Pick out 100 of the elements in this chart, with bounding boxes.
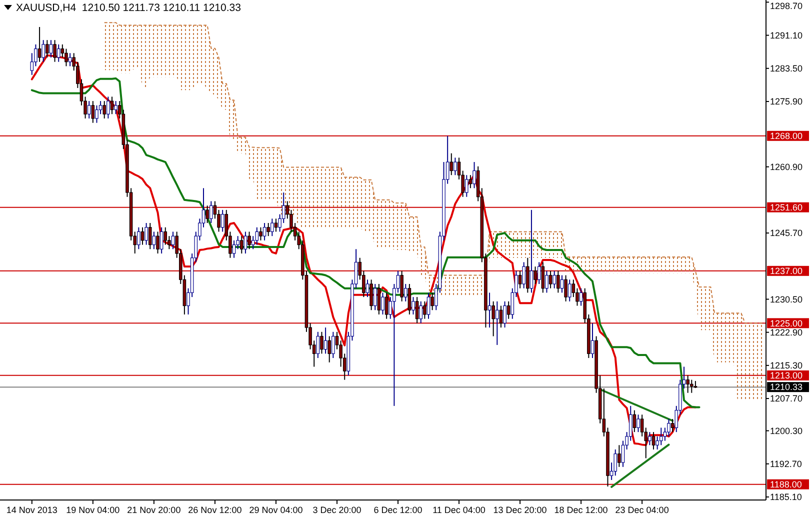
candlestick [518,270,522,289]
candlestick [152,231,156,250]
candlestick [64,48,68,67]
candlestick [618,444,621,468]
y-tick-label: 1245.70 [770,228,803,238]
candlestick [690,379,694,394]
candlestick [465,174,468,198]
ref-line-label: 1188.00 [770,479,802,490]
candlestick [472,162,476,189]
candlestick [206,205,209,224]
candlestick [686,374,690,394]
candlestick [259,226,262,241]
candlestick [541,262,545,294]
y-tick-label: 1260.90 [770,162,803,172]
x-tick-label: 29 Nov 04:00 [249,505,303,515]
candlestick [106,96,110,119]
candlestick [164,226,168,246]
x-tick-label: 21 Nov 20:00 [127,505,181,515]
candlestick [632,410,636,433]
y-tick-label: 1230.50 [770,294,803,304]
candlestick [506,300,510,320]
candlestick [171,231,175,250]
candlestick [370,279,373,311]
ref-line-label: 1268.00 [770,131,803,142]
candlestick [548,270,552,289]
candlestick [144,222,148,246]
candlestick [324,327,328,354]
y-tick-label: 1215.30 [770,360,803,371]
x-tick-label: 26 Nov 12:00 [188,505,242,515]
y-tick-label: 1192.70 [770,459,802,469]
y-tick-label: 1222.90 [770,327,803,338]
candlestick [210,200,213,224]
candlestick [621,440,625,468]
ref-line-label: 1225.00 [770,318,803,328]
candlestick [366,279,370,298]
candlestick [415,296,419,324]
candlestick [663,427,667,442]
candlestick [38,26,42,62]
candlestick [266,222,270,237]
x-tick-label: 6 Dec 12:00 [374,505,422,515]
candlestick [640,414,644,437]
candlestick [95,104,98,124]
candlestick [468,174,472,189]
candlestick [659,427,663,446]
candlestick [232,240,236,258]
candlestick [262,222,266,241]
candlestick [56,44,60,62]
candlestick [614,448,617,476]
candlestick [430,292,434,311]
candlestick [46,40,49,58]
candlestick [240,236,244,254]
candlestick [652,432,656,450]
candlestick [381,292,384,315]
chart-title: XAUUSD,H4 1210.50 1211.73 1210.11 1210.33 [16,2,242,14]
y-tick-label: 1207.70 [770,394,803,404]
candlestick [530,209,534,294]
candlestick [426,292,430,320]
y-tick-label: 1185.10 [770,492,802,502]
candlestick [328,336,331,363]
candlestick [255,226,259,246]
candlestick [408,283,412,315]
candlestick [590,322,594,359]
candlestick [568,279,572,302]
candlestick [400,270,404,302]
candlestick [412,296,415,315]
candlestick [160,226,164,254]
candlestick [499,305,503,328]
candlestick [148,222,152,250]
candlestick [68,52,72,67]
candlestick [450,152,454,176]
candlestick [537,262,541,284]
candlestick [454,157,457,176]
y-tick-label: 1275.90 [770,96,803,107]
x-tick-label: 18 Dec 12:00 [554,505,608,515]
ref-line-label: 1237.00 [770,266,803,276]
candlestick [564,274,568,302]
candlestick [579,288,583,306]
x-tick-label: 23 Dec 04:00 [615,505,669,515]
candlestick [560,274,564,294]
candlestick [98,100,102,115]
y-tick-label: 1291.10 [770,30,803,40]
candlestick [49,40,53,58]
candlestick [503,300,506,328]
candlestick [91,100,95,124]
candlestick [534,266,537,284]
candlestick [423,300,426,320]
ref-line-label: 1213.00 [770,370,803,381]
candlestick [114,100,118,115]
candlestick [140,226,144,246]
candlestick [670,418,674,433]
ref-line-label: 1210.33 [770,382,803,392]
candlestick [648,432,652,446]
candlestick [488,292,492,328]
line-series [30,77,700,408]
x-tick-label: 3 Dec 20:00 [312,505,362,515]
candlestick [248,231,251,250]
candlestick [251,236,255,250]
x-tick-label: 14 Nov 2013 [6,505,58,515]
candlestick [102,100,106,119]
candlestick [320,331,324,354]
